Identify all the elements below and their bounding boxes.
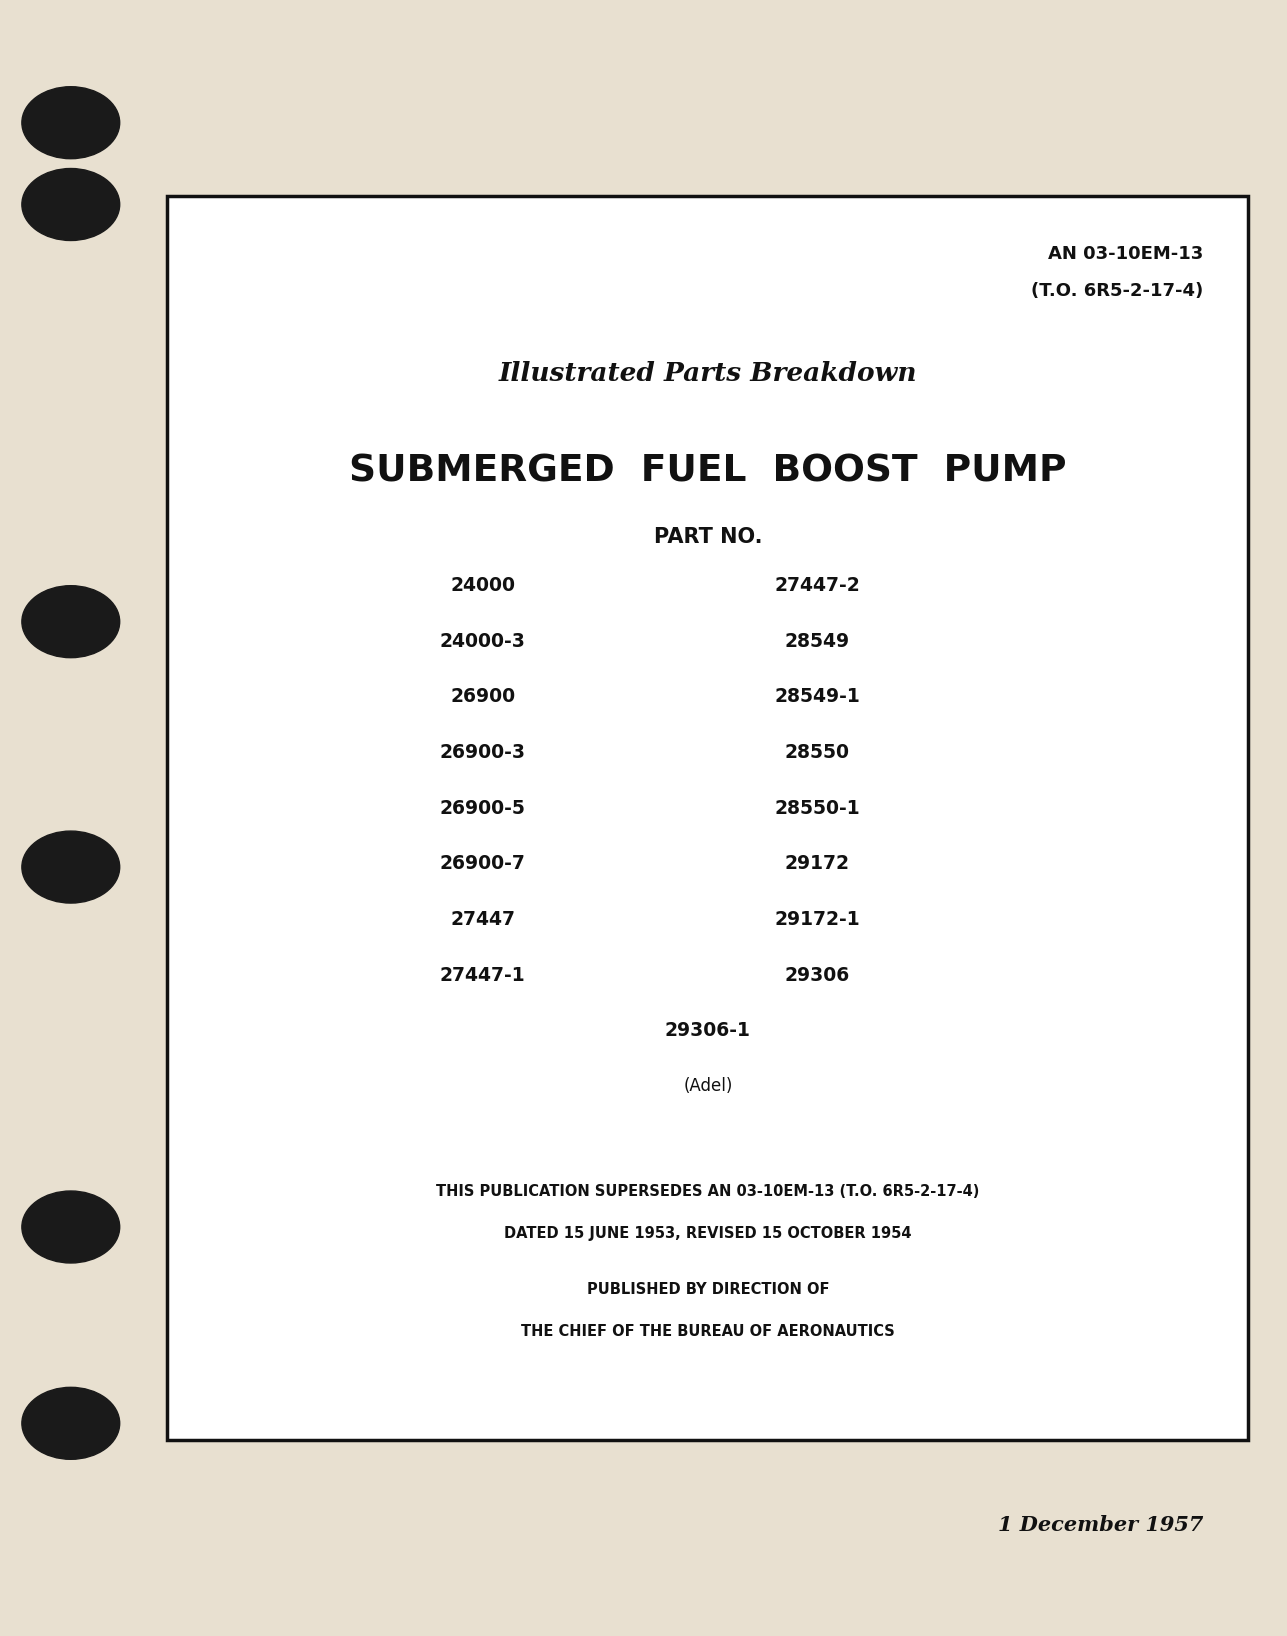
Text: 29306: 29306 xyxy=(785,965,849,985)
Bar xyxy=(167,196,1248,1440)
Text: 27447: 27447 xyxy=(450,910,515,929)
Text: 27447-2: 27447-2 xyxy=(775,576,860,596)
Text: 28549: 28549 xyxy=(785,631,849,651)
Text: 26900-5: 26900-5 xyxy=(440,798,525,818)
Text: DATED 15 JUNE 1953, REVISED 15 OCTOBER 1954: DATED 15 JUNE 1953, REVISED 15 OCTOBER 1… xyxy=(505,1225,911,1242)
Text: THE CHIEF OF THE BUREAU OF AERONAUTICS: THE CHIEF OF THE BUREAU OF AERONAUTICS xyxy=(521,1324,894,1340)
Text: 29306-1: 29306-1 xyxy=(665,1021,750,1040)
Text: 26900-3: 26900-3 xyxy=(440,743,525,762)
Text: 28550: 28550 xyxy=(785,743,849,762)
Text: PART NO.: PART NO. xyxy=(654,527,762,546)
Text: (Adel): (Adel) xyxy=(683,1076,732,1096)
Text: 24000-3: 24000-3 xyxy=(440,631,525,651)
Ellipse shape xyxy=(22,831,120,903)
Ellipse shape xyxy=(22,169,120,240)
Text: PUBLISHED BY DIRECTION OF: PUBLISHED BY DIRECTION OF xyxy=(587,1281,829,1297)
Text: 29172-1: 29172-1 xyxy=(775,910,860,929)
Text: 27447-1: 27447-1 xyxy=(440,965,525,985)
Text: 24000: 24000 xyxy=(450,576,515,596)
Text: SUBMERGED  FUEL  BOOST  PUMP: SUBMERGED FUEL BOOST PUMP xyxy=(349,453,1067,489)
Ellipse shape xyxy=(22,1191,120,1263)
Ellipse shape xyxy=(22,586,120,658)
Text: 26900-7: 26900-7 xyxy=(440,854,525,874)
Text: THIS PUBLICATION SUPERSEDES AN 03-10EM-13 (T.O. 6R5-2-17-4): THIS PUBLICATION SUPERSEDES AN 03-10EM-1… xyxy=(436,1183,979,1199)
Text: 1 December 1957: 1 December 1957 xyxy=(997,1515,1203,1535)
Ellipse shape xyxy=(22,87,120,159)
Text: Illustrated Parts Breakdown: Illustrated Parts Breakdown xyxy=(498,360,918,386)
Text: 28550-1: 28550-1 xyxy=(775,798,860,818)
Text: 28549-1: 28549-1 xyxy=(775,687,860,707)
Text: (T.O. 6R5-2-17-4): (T.O. 6R5-2-17-4) xyxy=(1031,281,1203,301)
Ellipse shape xyxy=(22,1387,120,1459)
Text: 29172: 29172 xyxy=(785,854,849,874)
Text: AN 03-10EM-13: AN 03-10EM-13 xyxy=(1048,244,1203,263)
Text: 26900: 26900 xyxy=(450,687,515,707)
